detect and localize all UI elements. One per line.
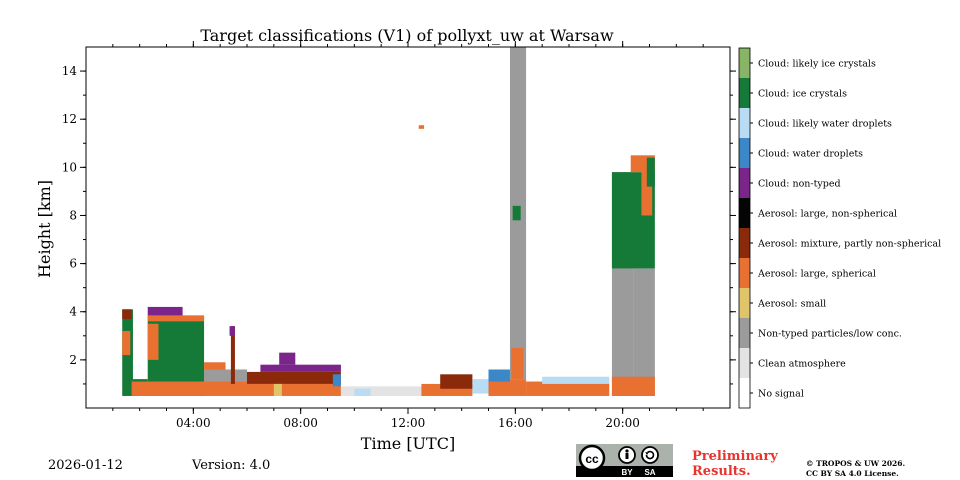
axes: 04:00 08:00 12:00 16:00 20:00 2 4 6 8 10 12 14 bbox=[62, 41, 736, 430]
x-tick-label: 08:00 bbox=[283, 416, 318, 430]
y-tick-label: 6 bbox=[69, 257, 77, 271]
classification-region bbox=[641, 167, 653, 216]
cc-icon bbox=[578, 444, 606, 472]
colorbar-label: Cloud: non-typed bbox=[758, 179, 841, 190]
colorbar-segment bbox=[739, 318, 750, 348]
x-tick-label: 20:00 bbox=[605, 416, 640, 430]
colorbar-segment bbox=[739, 48, 750, 78]
classification-region bbox=[229, 326, 235, 336]
x-tick-label: 12:00 bbox=[391, 416, 426, 430]
y-tick-label: 4 bbox=[69, 305, 77, 319]
colorbar-label: Aerosol: mixture, partly non-spherical bbox=[757, 239, 941, 250]
classification-region bbox=[147, 306, 183, 317]
classification-region bbox=[488, 369, 510, 382]
classification-region bbox=[488, 379, 527, 396]
y-tick-label: 12 bbox=[62, 112, 77, 126]
cc-badge-strip bbox=[576, 466, 673, 477]
classification-region bbox=[332, 374, 341, 387]
classification-region bbox=[646, 157, 655, 187]
y-tick-label: 8 bbox=[69, 208, 77, 222]
colorbar-label: Cloud: likely ice crystals bbox=[758, 59, 876, 70]
classification-region bbox=[147, 323, 159, 360]
classification-region bbox=[247, 383, 341, 396]
colorbar-segment bbox=[739, 378, 750, 408]
colorbar-frame bbox=[738, 47, 751, 409]
colorbar-label: Aerosol: large, spherical bbox=[757, 269, 876, 280]
date-label: 2026-01-12 bbox=[48, 458, 123, 473]
classification-region bbox=[273, 383, 282, 396]
colorbar-label: No signal bbox=[758, 389, 804, 400]
classification-region bbox=[247, 371, 341, 384]
classification-region bbox=[122, 330, 131, 356]
classification-region bbox=[526, 381, 610, 396]
colorbar: No signal Clean atmosphere Non-typed parti… bbox=[738, 47, 941, 409]
cc-by-text: BY bbox=[621, 468, 633, 477]
colorbar-label: Clean atmosphere bbox=[758, 359, 846, 370]
license-line-2: CC BY SA 4.0 License. bbox=[806, 469, 899, 478]
colorbar-segment bbox=[739, 138, 750, 168]
classification-region bbox=[542, 376, 610, 384]
colorbar-label: Cloud: water droplets bbox=[758, 149, 863, 160]
colorbar-label: Aerosol: small bbox=[757, 299, 826, 310]
colorbar-segment bbox=[739, 228, 750, 258]
classification-region bbox=[340, 386, 430, 396]
classification-region bbox=[279, 352, 296, 365]
share-alike-icon bbox=[641, 446, 659, 464]
classification-region bbox=[354, 388, 371, 396]
colorbar-segment bbox=[739, 258, 750, 288]
cc-by-sa-license-badge: cc BY SA bbox=[576, 444, 673, 477]
classification-region bbox=[511, 347, 524, 380]
colorbar-segment bbox=[739, 108, 750, 138]
classification-region bbox=[611, 376, 655, 396]
colorbar-label: Non-typed particles/low conc. bbox=[758, 329, 902, 340]
preliminary-line-1: Preliminary bbox=[692, 449, 778, 464]
classification-region bbox=[204, 369, 247, 382]
license-note: © TROPOS & UW 2026. CC BY SA 4.0 License… bbox=[806, 459, 905, 479]
y-tick-label: 10 bbox=[62, 160, 77, 174]
classification-region bbox=[230, 326, 235, 384]
colorbar-segment bbox=[739, 348, 750, 378]
classification-region bbox=[472, 379, 492, 394]
colorbar-label: Cloud: ice crystals bbox=[758, 89, 847, 100]
x-tick-label: 04:00 bbox=[176, 416, 211, 430]
plot-area bbox=[86, 47, 730, 408]
colorbar-label: Aerosol: large, non-spherical bbox=[757, 209, 897, 220]
svg-text:cc: cc bbox=[585, 452, 599, 466]
x-axis-label: Time [UTC] bbox=[361, 434, 455, 453]
colorbar-segment bbox=[739, 78, 750, 108]
colorbar-segment bbox=[739, 168, 750, 198]
license-line-1: © TROPOS & UW 2026. bbox=[806, 459, 906, 468]
colorbar-segment bbox=[739, 288, 750, 318]
version-label: Version: 4.0 bbox=[192, 458, 271, 473]
classification-region bbox=[512, 205, 521, 221]
cc-sa-text: SA bbox=[644, 468, 655, 477]
y-tick-label: 2 bbox=[69, 353, 77, 367]
chart-title: Target classifications (V1) of pollyxt_u… bbox=[200, 26, 614, 45]
colorbar-label: Cloud: likely water droplets bbox=[758, 119, 892, 130]
preliminary-line-2: Results. bbox=[692, 464, 751, 479]
classification-region bbox=[260, 364, 341, 372]
classification-region bbox=[147, 315, 205, 322]
colorbar-segment bbox=[739, 198, 750, 228]
classification-region bbox=[440, 374, 473, 389]
classification-region bbox=[633, 268, 655, 396]
y-tick-label: 14 bbox=[62, 64, 78, 78]
classification-region bbox=[131, 381, 247, 396]
classification-region bbox=[418, 125, 425, 129]
classification-region bbox=[122, 309, 132, 319]
y-axis-label: Height [km] bbox=[35, 180, 54, 278]
preliminary-results-note: Preliminary Results. bbox=[692, 449, 778, 479]
x-tick-label: 16:00 bbox=[498, 416, 533, 430]
